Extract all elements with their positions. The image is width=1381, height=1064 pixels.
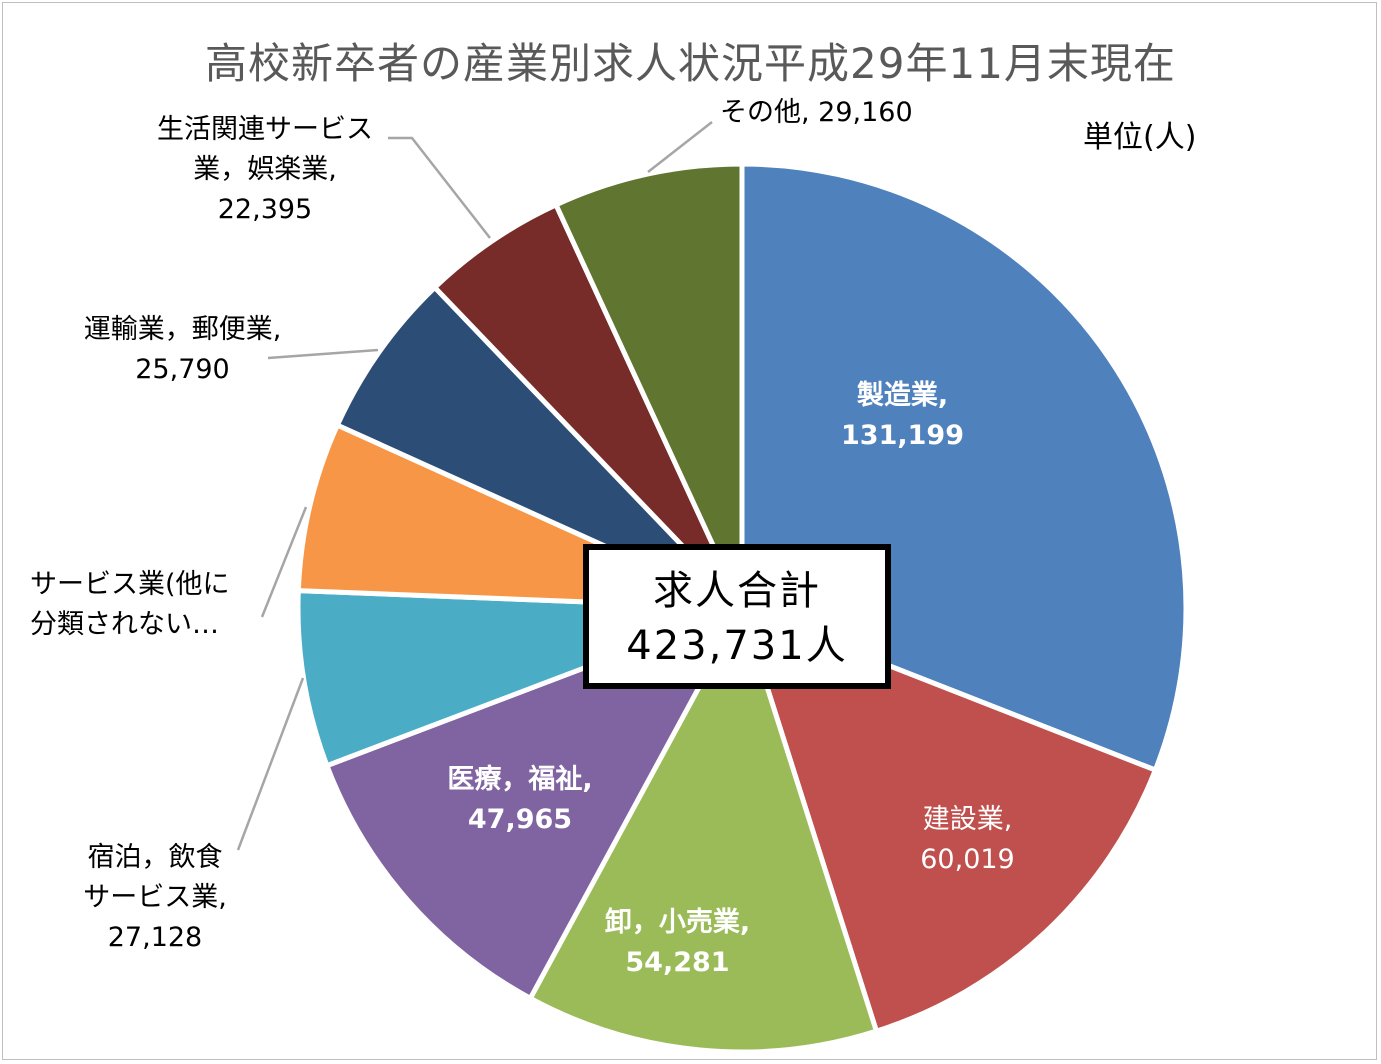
label-transport: 運輸業，郵便業, 25,790: [83, 314, 282, 385]
leader-line-3: [236, 677, 305, 851]
leader-line-0: [388, 136, 491, 239]
total-value: 423,731人: [626, 623, 848, 669]
unit-label: 単位(人): [1083, 120, 1197, 155]
leader-line-4: [647, 121, 713, 173]
label-retail: 卸，小売業, 54,281: [604, 907, 751, 978]
pie-slice-3: [323, 603, 748, 1002]
label-lodging: 宿泊，飲食 サービス業, 27,128: [83, 842, 227, 953]
total-label: 求人合計: [653, 568, 821, 614]
leader-line-2: [260, 506, 308, 618]
label-manufacturing: 製造業, 131,199: [841, 380, 964, 451]
pie-slice-7: [431, 201, 745, 610]
label-living-services: 生活関連サービス 業，娯楽業, 22,395: [157, 114, 373, 225]
label-other: その他, 29,160: [720, 97, 913, 128]
pie-slice-6: [334, 283, 744, 611]
label-construction: 建設業, 60,019: [920, 804, 1015, 875]
chart-title: 高校新卒者の産業別求人状況平成29年11月末現在: [205, 39, 1176, 88]
label-services-other: サービス業(他に 分類されない…: [30, 569, 230, 640]
total-box: 求人合計 423,731人: [583, 544, 891, 689]
leader-line-1: [267, 348, 379, 360]
pie-slice-8: [552, 161, 745, 610]
label-medical: 医療，福祉, 47,965: [447, 764, 593, 835]
pie-slice-2: [526, 601, 880, 1055]
